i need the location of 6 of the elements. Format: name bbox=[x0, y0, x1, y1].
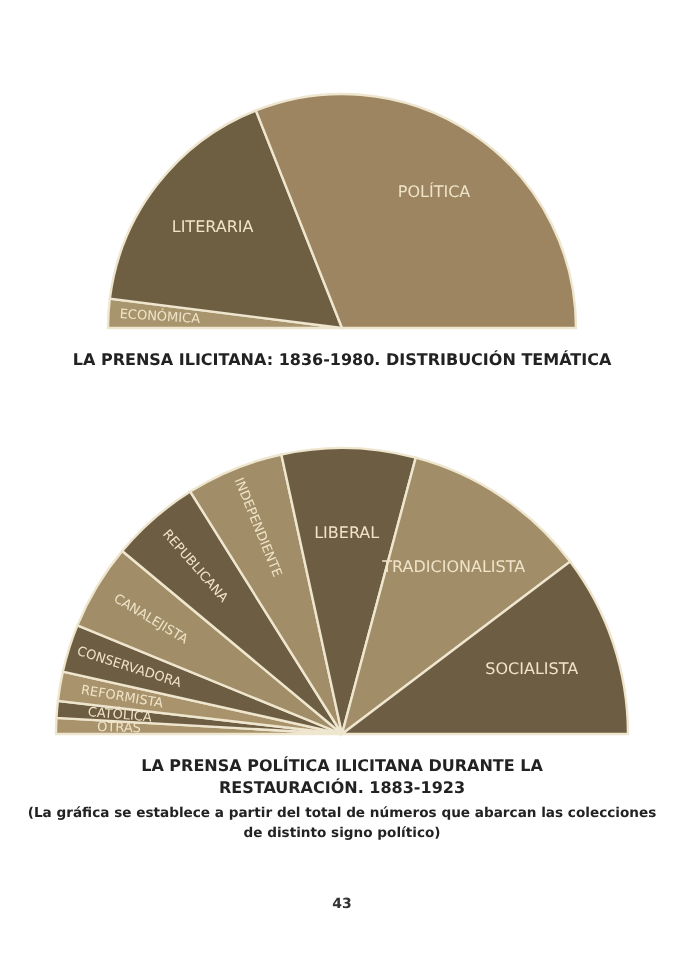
slice-label: LITERARIA bbox=[171, 217, 255, 236]
text: LA PRENSA POLÍTICA ILICITANA DURANTE LA RESTAURACIÓN. 1883-1923 bbox=[141, 754, 545, 797]
slice-label: POLÍTICA bbox=[397, 180, 472, 201]
slice-label: LIBERAL bbox=[314, 523, 381, 542]
slice-label: SOCIALISTA bbox=[485, 660, 580, 679]
text: LA PRENSA ILICITANA: 1836-1980. DISTRIBUCIÓN TEMÁTICA bbox=[72, 348, 613, 369]
